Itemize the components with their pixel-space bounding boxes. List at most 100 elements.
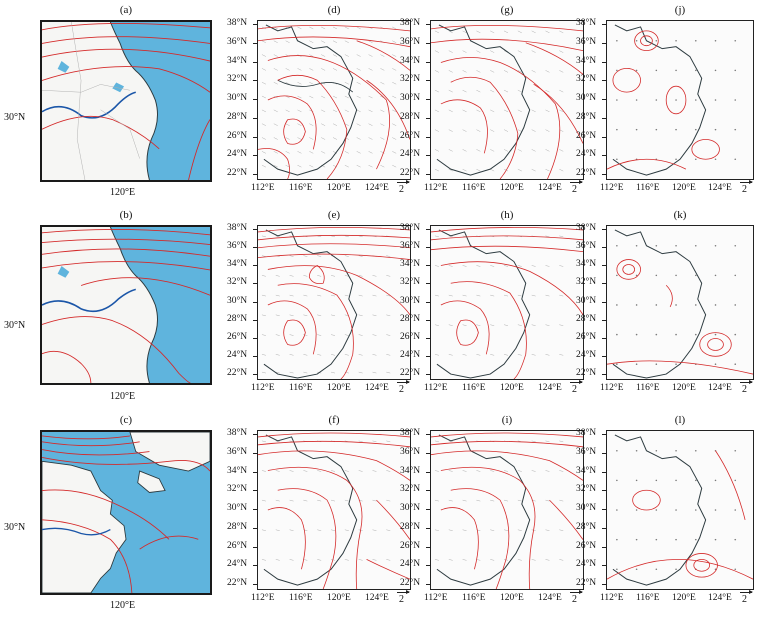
panel-a-map-graphic [42, 22, 210, 180]
lat-tick-label: 34°N [400, 465, 421, 476]
lat-tick-label: 22°N [227, 578, 248, 588]
arrow-icon [740, 590, 753, 594]
lat-tick-label: 28°N [227, 111, 248, 122]
panel-b-lon-label: 120°E [110, 391, 136, 402]
lat-tick-label: 36°N [400, 446, 421, 457]
lat-tick-label: 32°N [576, 484, 597, 495]
lon-tick-label: 124°E [538, 183, 562, 193]
panel-a-title: (a) [119, 4, 133, 16]
lon-tick-label: 116°E [289, 383, 313, 393]
lat-tick [426, 42, 430, 44]
lat-tick [602, 99, 606, 100]
panel-e-title: (e) [327, 209, 341, 221]
lat-tick [253, 471, 257, 473]
lat-tick [426, 337, 430, 339]
lat-tick-label: 22°N [576, 578, 597, 588]
arrow-icon [570, 380, 583, 384]
lat-tick-label: 28°N [227, 521, 248, 532]
lat-tick [426, 99, 430, 100]
vector-scale-arrow: 2 [397, 380, 410, 395]
lat-tick [602, 155, 606, 157]
lat-tick-label: 26°N [400, 130, 421, 141]
lon-tick-label: 120°E [500, 593, 524, 603]
panel-i-map-graphic [431, 432, 583, 589]
lat-tick-label: 30°N [576, 295, 597, 306]
lat-tick-label: 30°N [576, 503, 597, 513]
lat-tick-label: 30°N [400, 93, 421, 103]
panel-d-title: (d) [327, 4, 341, 16]
lat-tick-label: 26°N [400, 540, 421, 551]
panel-k-title: (k) [673, 209, 687, 221]
lat-tick [253, 434, 257, 435]
lon-tick-label: 124°E [708, 383, 732, 393]
lat-tick-label: 28°N [400, 521, 421, 532]
lat-tick-label: 34°N [576, 259, 597, 270]
lat-tick [253, 584, 257, 585]
lat-tick [602, 490, 606, 492]
lat-tick [253, 229, 257, 230]
lat-tick-label: 22°N [576, 368, 597, 378]
lat-tick-label: 36°N [576, 36, 597, 47]
lat-tick [426, 565, 430, 567]
panel-l-title: (l) [674, 414, 686, 426]
lat-tick-label: 36°N [227, 446, 248, 457]
lat-tick-label: 30°N [400, 295, 421, 306]
vector-scale-value: 2 [399, 594, 404, 605]
lat-tick [602, 136, 606, 138]
panel-h-map-graphic [431, 227, 583, 379]
lat-tick [602, 546, 606, 548]
lat-tick [602, 229, 606, 230]
panel-c-map-graphic [42, 432, 210, 593]
lat-tick [602, 471, 606, 473]
lon-tick-label: 116°E [636, 383, 660, 393]
lat-tick-label: 26°N [400, 331, 421, 342]
lat-tick [253, 24, 257, 25]
lat-tick-label: 38°N [400, 223, 421, 233]
lat-tick-label: 30°N [576, 93, 597, 103]
lat-tick-label: 34°N [576, 55, 597, 66]
lat-tick [602, 509, 606, 510]
lat-tick [426, 301, 430, 303]
lon-tick-label: 112°E [424, 593, 448, 603]
lat-tick [253, 565, 257, 567]
lat-tick [426, 452, 430, 454]
lat-tick [602, 301, 606, 303]
vector-scale-arrow: 2 [397, 180, 410, 195]
lat-tick [602, 565, 606, 567]
panel-g-map-graphic [431, 24, 583, 179]
lon-tick-label: 112°E [600, 593, 624, 603]
lon-tick-label: 124°E [538, 383, 562, 393]
panel-d-map-graphic [258, 24, 410, 179]
lat-tick-label: 38°N [576, 223, 597, 233]
lat-tick-label: 26°N [227, 130, 248, 141]
vector-scale-arrow: 2 [570, 590, 583, 605]
lon-tick-label: 112°E [424, 383, 448, 393]
lon-tick-label: 112°E [251, 383, 275, 393]
vector-scale-arrow: 2 [397, 590, 410, 605]
lat-tick [253, 527, 257, 529]
lat-tick-label: 22°N [400, 368, 421, 378]
lat-tick [253, 452, 257, 454]
lat-tick-label: 28°N [576, 521, 597, 532]
lat-tick [426, 527, 430, 529]
lat-tick [602, 584, 606, 585]
panel-i-map [430, 430, 584, 590]
lat-tick-label: 32°N [400, 74, 421, 85]
lat-tick [426, 434, 430, 435]
lat-tick-label: 24°N [576, 559, 597, 570]
lat-tick [602, 61, 606, 63]
lat-tick [426, 584, 430, 585]
lon-tick-label: 116°E [636, 593, 660, 603]
vector-scale-arrow: 2 [570, 180, 583, 195]
lat-tick [253, 509, 257, 510]
lon-tick-label: 120°E [500, 183, 524, 193]
lat-tick [253, 61, 257, 63]
lat-tick-label: 28°N [576, 313, 597, 324]
lat-tick [426, 117, 430, 119]
vector-scale-value: 2 [742, 384, 747, 395]
lat-tick-label: 22°N [576, 168, 597, 178]
lat-tick [602, 527, 606, 529]
lat-tick-label: 26°N [227, 331, 248, 342]
lat-tick [253, 337, 257, 339]
lat-tick [602, 174, 606, 175]
